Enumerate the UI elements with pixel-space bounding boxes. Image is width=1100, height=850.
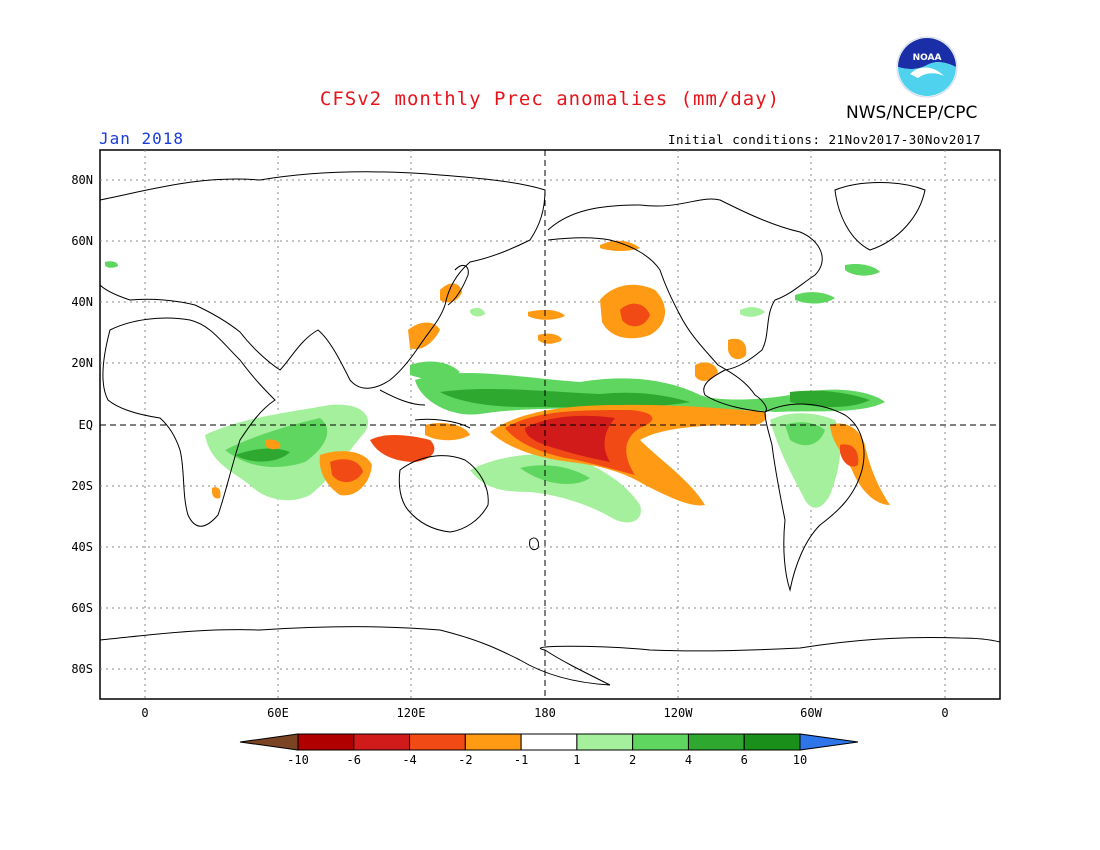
australia-outline (398, 455, 489, 533)
y-tick-label: EQ (79, 418, 93, 432)
colorbar-swatch (632, 733, 689, 751)
eurasia-outline (99, 171, 546, 389)
colorbar-swatch (409, 733, 466, 751)
dry-anomaly-east-asia (408, 322, 440, 350)
x-tick-label: 120W (664, 706, 694, 720)
greenland-outline (834, 182, 926, 251)
y-tick-label: 60S (71, 601, 93, 615)
anomaly-shading (105, 240, 890, 523)
colorbar-swatch (297, 733, 355, 751)
x-tick-label: 0 (141, 706, 148, 720)
wet-anomaly-south-america (770, 413, 841, 508)
africa-outline (102, 317, 276, 527)
agency-label: NWS/NCEP/CPC (846, 103, 978, 123)
wet-anomaly-north-atlantic (795, 292, 835, 304)
y-tick-label: 40S (71, 540, 93, 554)
colorbar-label: 4 (685, 753, 692, 767)
colorbar-swatch (464, 733, 522, 751)
y-tick-label: 20S (71, 479, 93, 493)
x-axis-labels: 0 60E 120E 180 120W 60W 0 (141, 706, 948, 720)
noaa-logo: NOAA (896, 36, 958, 98)
colorbar-swatch (687, 733, 745, 751)
coastlines (99, 171, 1001, 686)
colorbar-label: 1 (573, 753, 580, 767)
colorbar-swatch (576, 733, 634, 751)
colorbar-swatch (353, 733, 411, 751)
colorbar-label: -4 (402, 753, 416, 767)
colorbar-arrow-high (799, 733, 859, 751)
colorbar: -10 -6 -4 -2 -1 1 2 4 6 10 (239, 733, 859, 767)
north-america-outline (547, 198, 823, 413)
y-tick-label: 40N (71, 295, 93, 309)
colorbar-label: 2 (629, 753, 636, 767)
colorbar-swatch (743, 733, 801, 751)
colorbar-label: -1 (514, 753, 528, 767)
colorbar-swatch (520, 733, 578, 751)
x-tick-label: 60E (267, 706, 289, 720)
x-tick-label: 60W (800, 706, 822, 720)
colorbar-label: -10 (287, 753, 309, 767)
colorbar-label: -6 (347, 753, 361, 767)
x-tick-label: 120E (397, 706, 426, 720)
y-tick-label: 80S (71, 662, 93, 676)
initial-conditions: Initial conditions: 21Nov2017-30Nov2017 (668, 132, 981, 147)
colorbar-label: 6 (741, 753, 748, 767)
colorbar-arrow-low (239, 733, 299, 751)
dry-anomaly-brazil (830, 423, 890, 505)
south-america-outline (764, 403, 865, 592)
y-tick-label: 80N (71, 173, 93, 187)
y-tick-label: 20N (71, 356, 93, 370)
colorbar-label: 10 (793, 753, 807, 767)
forecast-month: Jan 2018 (99, 129, 185, 148)
svg-text:NOAA: NOAA (913, 53, 942, 63)
colorbar-label: -2 (458, 753, 472, 767)
x-tick-label: 0 (941, 706, 948, 720)
gridlines (100, 150, 1000, 699)
antarctica-outline (99, 626, 1001, 686)
wet-anomaly-south-pacific (470, 454, 641, 523)
chart-title: CFSv2 monthly Prec anomalies (mm/day) (319, 88, 781, 110)
x-tick-label: 180 (534, 706, 556, 720)
y-tick-label: 60N (71, 234, 93, 248)
y-axis-labels: 80N 60N 40N 20N EQ 20S 40S 60S 80S (71, 173, 93, 676)
